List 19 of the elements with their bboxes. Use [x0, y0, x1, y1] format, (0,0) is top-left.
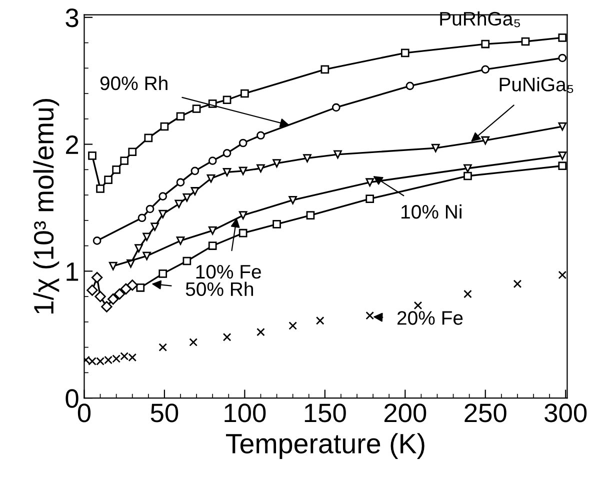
annotation: 20% Fe — [397, 311, 463, 325]
x-tick-label: 100 — [224, 404, 266, 422]
x-tick-label: 50 — [150, 404, 178, 422]
x-tick-label: 250 — [464, 404, 506, 422]
annotation: 50% Rh — [186, 282, 253, 296]
y-tick-label: 2 — [66, 135, 78, 154]
x-tick-label: 0 — [78, 404, 91, 422]
annotation: 10% Fe — [196, 264, 261, 279]
x-tick-label: 150 — [304, 404, 346, 422]
annotation: PuRhGa₅ — [440, 11, 520, 28]
y-tick-label: 0 — [66, 389, 78, 408]
annotation: 10% Ni — [402, 204, 462, 219]
y-axis-title: 1/χ (10³ mol/emu) — [33, 98, 60, 314]
annotation: 90% Rh — [100, 76, 168, 90]
y-tick-label: 3 — [66, 8, 78, 28]
x-axis-title: Temperature (K) — [226, 433, 424, 459]
x-tick-label: 300 — [544, 404, 587, 422]
y-tick-label: 1 — [66, 262, 78, 281]
x-tick-label: 200 — [384, 404, 426, 422]
